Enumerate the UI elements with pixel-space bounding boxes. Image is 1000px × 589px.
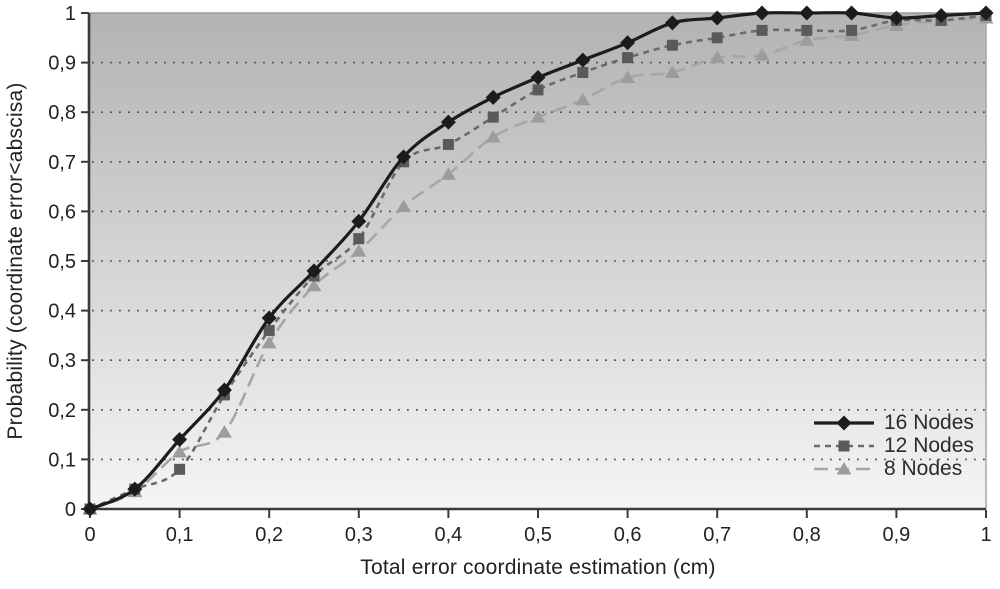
y-tick-label: 0,9 — [48, 53, 76, 75]
legend-sample-12-nodes-icon — [814, 440, 874, 451]
series-16-nodes — [82, 5, 994, 517]
y-tick-label: 0,1 — [48, 449, 76, 471]
y-tick-label: 0,2 — [48, 400, 76, 422]
axis-tick-labels: 1 0,9 0,8 0,7 0,6 0,5 0,4 0,3 0,2 0,1 00 0,1 0,2 0,3 0… — [48, 3, 991, 546]
x-tick-label: 0,9 — [882, 524, 910, 546]
y-tick-label: 1 — [65, 3, 76, 25]
x-tick-label: 0,2 — [255, 524, 283, 546]
x-axis-title: Total error coordinate estimation (cm) — [360, 556, 716, 579]
y-tick-label: 0,8 — [48, 102, 76, 124]
legend-sample-8-nodes-icon — [814, 461, 874, 474]
y-tick-label: 0,4 — [48, 301, 76, 323]
plot-area-background — [90, 13, 986, 509]
legend-label-12-nodes: 12 Nodes — [884, 433, 974, 457]
legend-item-16-nodes: 16 Nodes — [812, 411, 974, 434]
x-tick-label: 0,3 — [345, 524, 373, 546]
x-tick-label: 0,8 — [793, 524, 821, 546]
x-tick-label: 0,5 — [524, 524, 552, 546]
legend-item-12-nodes: 12 Nodes — [812, 434, 974, 457]
y-tick-label: 0 — [65, 499, 76, 521]
legend-label-8-nodes: 8 Nodes — [884, 456, 963, 480]
y-tick-label: 0,6 — [48, 201, 76, 223]
legend-label-16-nodes: 16 Nodes — [884, 410, 974, 434]
x-tick-label: 0,4 — [434, 524, 462, 546]
series-16-nodes-markers — [82, 5, 994, 517]
y-tick-label: 0,5 — [48, 251, 76, 273]
x-tick-label: 0 — [84, 524, 95, 546]
x-tick-label: 0,7 — [703, 524, 731, 546]
x-tick-label: 1 — [980, 524, 991, 546]
legend-sample-16-nodes-icon — [814, 415, 874, 430]
chart-legend: 16 Nodes 12 Nodes 8 Nodes — [812, 411, 974, 480]
y-tick-label: 0,7 — [48, 152, 76, 174]
legend-item-8-nodes: 8 Nodes — [812, 457, 974, 480]
x-tick-label: 0,6 — [614, 524, 642, 546]
y-axis-title: Probability (coordinate error<abscisa) — [4, 82, 27, 440]
y-tick-label: 0,3 — [48, 350, 76, 372]
x-tick-label: 0,1 — [166, 524, 194, 546]
